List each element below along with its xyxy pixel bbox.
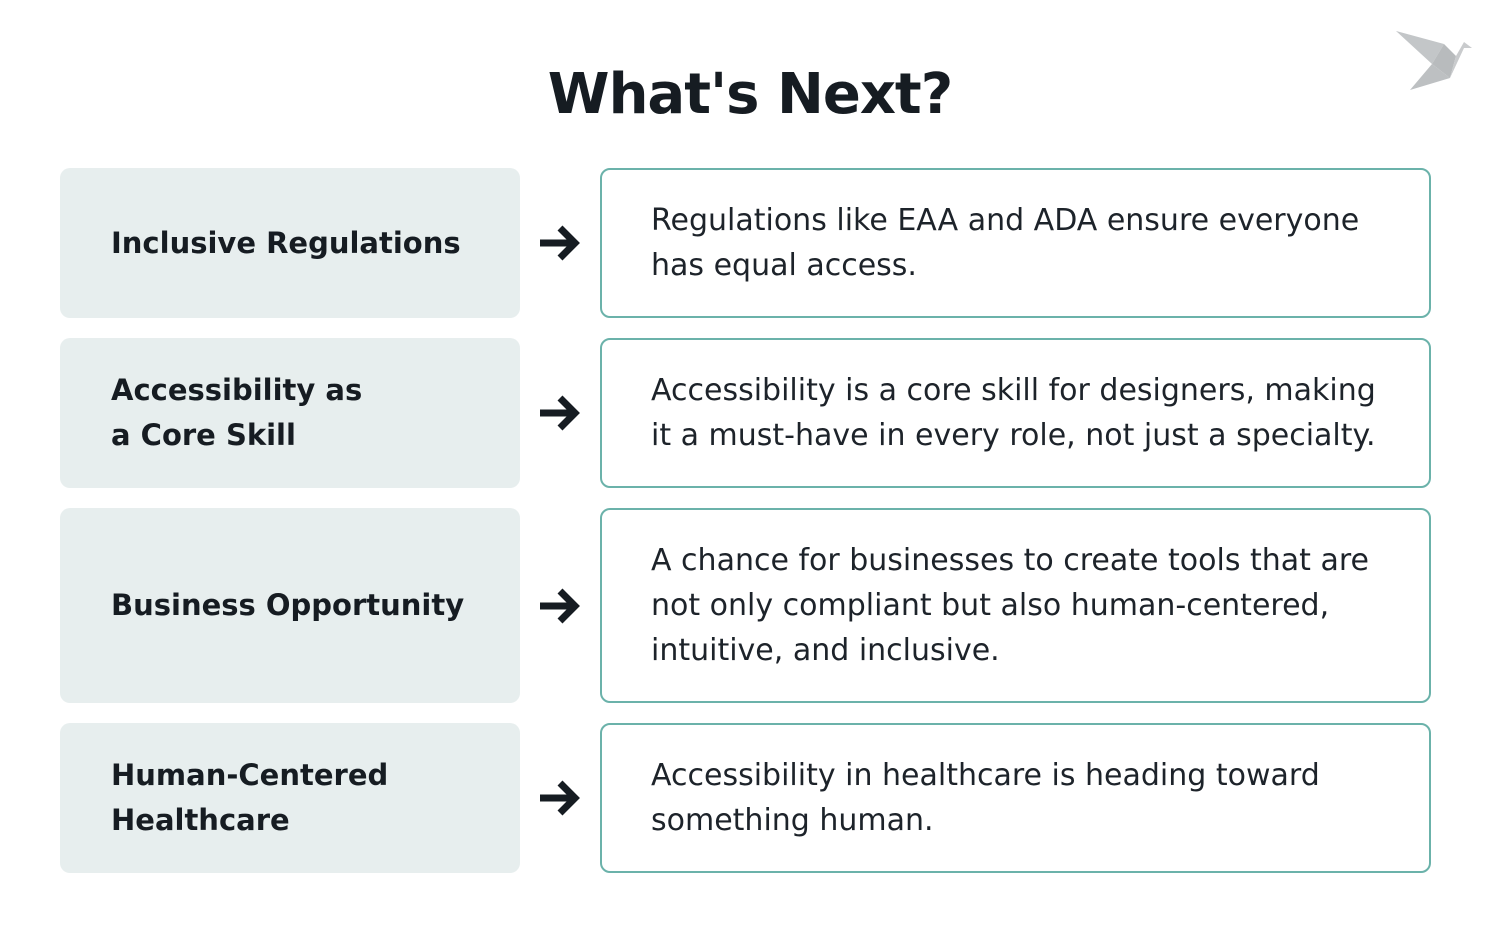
row-description-box: Regulations like EAA and ADA ensure ever… (600, 168, 1431, 318)
row-label: Business Opportunity (111, 588, 465, 622)
row-healthcare: Human-Centered Healthcare Accessibility … (60, 723, 1431, 873)
row-label-box: Business Opportunity (60, 508, 520, 703)
row-description: Accessibility in healthcare is heading t… (651, 758, 1320, 838)
arrow-right-icon (540, 780, 580, 816)
origami-bird-icon (1396, 31, 1472, 90)
arrow-right-icon (540, 395, 580, 431)
page-title: What's Next? (547, 62, 953, 127)
row-description: A chance for businesses to create tools … (651, 543, 1369, 668)
arrow-right-icon (540, 225, 580, 261)
row-label: Accessibility as a Core Skill (111, 373, 363, 452)
row-description-box: Accessibility in healthcare is heading t… (600, 723, 1431, 873)
row-label-box: Accessibility as a Core Skill (60, 338, 520, 488)
row-label: Inclusive Regulations (111, 225, 461, 260)
row-description-box: Accessibility is a core skill for design… (600, 338, 1431, 488)
row-description-box: A chance for businesses to create tools … (600, 508, 1431, 703)
row-label: Human-Centered Healthcare (111, 758, 389, 837)
row-core-skill: Accessibility as a Core Skill Accessibil… (60, 338, 1431, 488)
row-business-opportunity: Business Opportunity A chance for busine… (60, 508, 1431, 703)
row-label-box: Inclusive Regulations (60, 168, 520, 318)
row-label-box: Human-Centered Healthcare (60, 723, 520, 873)
row-description: Accessibility is a core skill for design… (651, 373, 1376, 453)
row-description: Regulations like EAA and ADA ensure ever… (651, 203, 1360, 283)
row-inclusive-regulations: Inclusive Regulations Regulations like E… (60, 168, 1431, 318)
arrow-right-icon (540, 588, 580, 623)
